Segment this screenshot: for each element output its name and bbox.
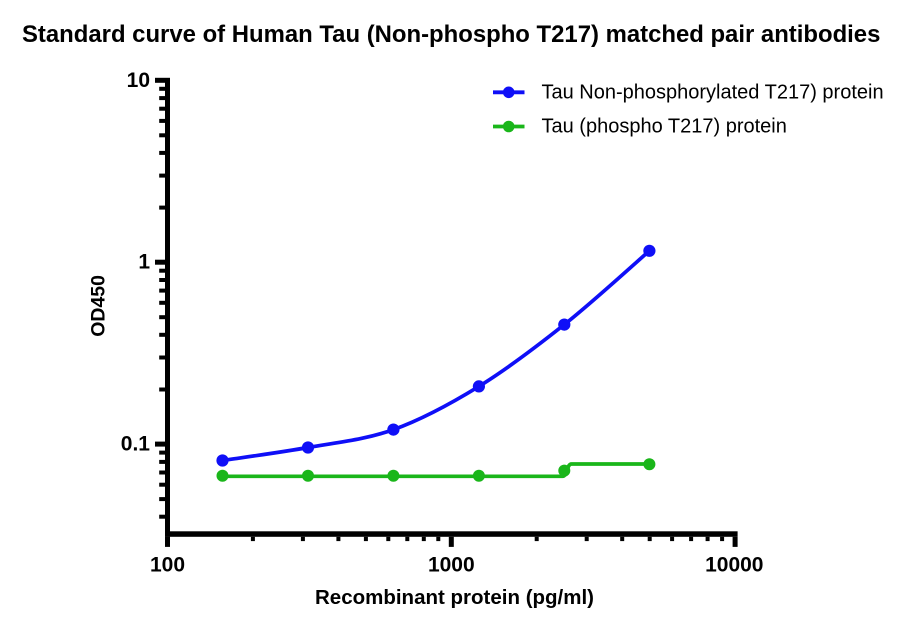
- svg-text:1000: 1000: [428, 553, 475, 576]
- svg-text:10: 10: [127, 69, 150, 92]
- svg-text:10000: 10000: [705, 553, 763, 576]
- svg-text:Tau Non-phosphorylated T217) p: Tau Non-phosphorylated T217) protein: [542, 81, 884, 103]
- svg-text:Tau (phospho T217) protein: Tau (phospho T217) protein: [542, 116, 787, 138]
- svg-text:1: 1: [138, 251, 150, 274]
- svg-text:100: 100: [150, 553, 185, 576]
- svg-text:OD450: OD450: [87, 275, 109, 337]
- svg-text:0.1: 0.1: [121, 432, 151, 455]
- svg-text:Recombinant protein (pg/ml): Recombinant protein (pg/ml): [315, 586, 594, 609]
- svg-text:Standard curve of Human Tau (N: Standard curve of Human Tau (Non-phospho…: [22, 21, 880, 48]
